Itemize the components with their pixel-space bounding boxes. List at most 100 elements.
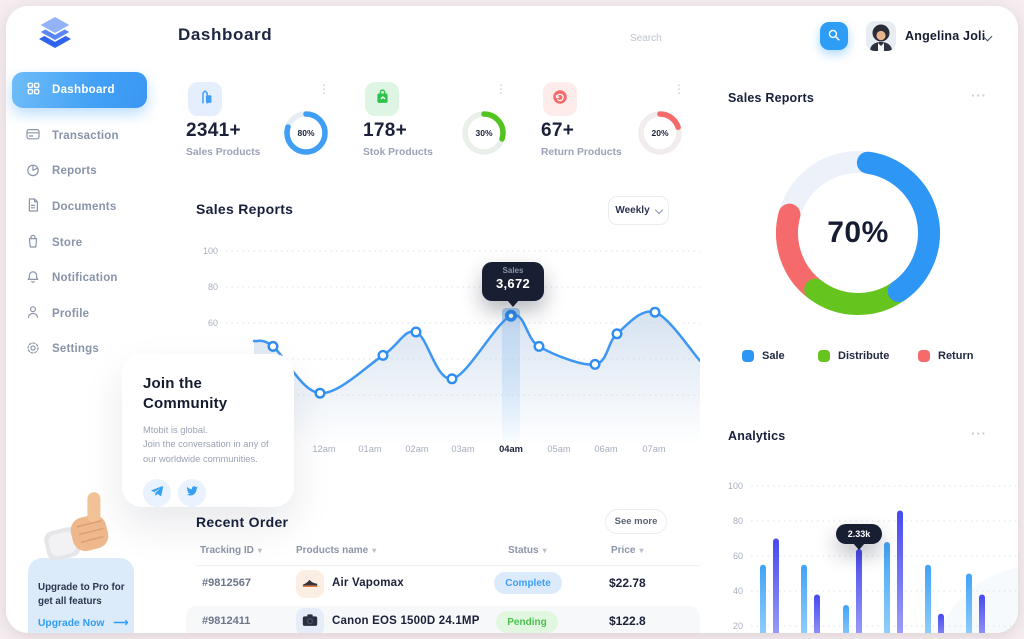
arrow-right-icon: ⟶ [113, 618, 129, 629]
svg-text:100: 100 [203, 246, 218, 256]
chevron-down-icon [654, 205, 663, 214]
user-avatar[interactable] [866, 21, 896, 51]
panel-menu[interactable]: ··· [971, 88, 987, 103]
svg-text:06am: 06am [594, 444, 618, 454]
sort-icon: ▾ [372, 546, 377, 555]
table-row-product[interactable]: Canon EOS 1500D 24.1MP [332, 615, 480, 627]
column-header-status[interactable]: Status ▾ [508, 545, 547, 556]
table-row-product[interactable]: Air Vapomax [332, 577, 404, 589]
sidebar-item-store[interactable]: Store [6, 225, 170, 261]
column-header-price[interactable]: Price ▾ [611, 545, 644, 556]
sidebar-item-label: Store [52, 236, 83, 249]
telegram-icon [150, 484, 164, 503]
camera-icon-tile [296, 608, 324, 633]
svg-text:07am: 07am [642, 444, 666, 454]
sort-icon: ▾ [639, 546, 644, 555]
sidebar-item-label: Documents [52, 200, 117, 213]
upgrade-text: Upgrade to Pro for get all featurs [38, 582, 125, 608]
stat-value: 178+ [363, 120, 407, 141]
stat-card-menu[interactable]: ⋮ [673, 82, 685, 96]
svg-text:01am: 01am [358, 444, 382, 454]
bag-arrow-up-icon [197, 88, 214, 110]
right-sales-reports-title: Sales Reports [728, 91, 814, 105]
stat-value: 2341+ [186, 120, 241, 141]
table-row-tracking-id[interactable]: #9812411 [202, 615, 251, 627]
stat-label: Stok Products [363, 147, 433, 158]
return-products-icon-tile [543, 82, 577, 116]
sidebar-item-label: Settings [52, 343, 99, 356]
analytics-bar-chart-svg[interactable]: 100 80 60 40 20 [725, 478, 1018, 633]
dashboard-grid-icon [26, 81, 41, 99]
bag-refresh-icon [374, 88, 391, 110]
telegram-button[interactable] [143, 479, 171, 508]
stat-card-menu[interactable]: ⋮ [318, 82, 330, 96]
app-logo [34, 14, 76, 58]
twitter-icon [185, 484, 199, 503]
donut-center-label: 70% [827, 216, 889, 249]
donut-legend: Sale Distribute Return [742, 350, 1012, 362]
stat-card-menu[interactable]: ⋮ [495, 82, 507, 96]
svg-text:100: 100 [728, 481, 743, 491]
column-header-products-name[interactable]: Products name ▾ [296, 545, 377, 556]
svg-text:60: 60 [733, 551, 743, 561]
page-title: Dashboard [178, 25, 273, 44]
sidebar-item-reports[interactable]: Reports [6, 154, 170, 190]
search-input[interactable] [628, 27, 762, 49]
sneaker-icon-tile [296, 570, 324, 598]
sidebar-item-profile[interactable]: Profile [6, 296, 170, 332]
legend-swatch [742, 350, 754, 362]
twitter-button[interactable] [178, 479, 206, 508]
table-divider [196, 565, 700, 566]
user-icon [25, 304, 41, 323]
search-button[interactable] [820, 22, 848, 50]
column-header-tracking-id[interactable]: Tracking ID ▾ [200, 545, 262, 556]
stat-label: Sales Products [186, 147, 261, 158]
stok-products-icon-tile [365, 82, 399, 116]
user-name[interactable]: Angelina Joli [905, 29, 986, 43]
analytics-title: Analytics [728, 429, 786, 443]
bell-icon [25, 269, 41, 288]
return-products-donut: 20% [638, 111, 682, 155]
dashboard-app: Dashboard Transaction Reports [6, 6, 1018, 633]
sidebar-item-dashboard[interactable]: Dashboard [12, 72, 147, 108]
document-icon [25, 197, 41, 216]
sales-products-donut: 80% [284, 111, 328, 155]
table-row-tracking-id[interactable]: #9812567 [202, 577, 251, 589]
sidebar-item-notification[interactable]: Notification [6, 260, 170, 296]
sneaker-icon [301, 573, 319, 596]
camera-icon [301, 611, 319, 634]
sales-reports-title: Sales Reports [196, 201, 294, 217]
svg-text:12am: 12am [312, 444, 336, 454]
status-badge-complete: Complete [494, 572, 562, 594]
sidebar-item-documents[interactable]: Documents [6, 189, 170, 225]
legend-swatch [818, 350, 830, 362]
panel-menu[interactable]: ··· [971, 426, 987, 441]
table-row-background [186, 606, 700, 633]
table-row-price: $122.8 [609, 614, 646, 628]
search-icon [827, 28, 841, 45]
legend-item-return: Return [918, 350, 973, 362]
sales-donut-chart-svg[interactable] [763, 138, 953, 328]
community-body: Mtobit is global. Join the conversation … [143, 425, 269, 464]
sort-icon: ▾ [257, 546, 262, 555]
return-arrow-icon [551, 88, 569, 111]
svg-text:60: 60 [208, 318, 218, 328]
legend-item-distribute: Distribute [818, 350, 918, 362]
svg-text:03am: 03am [451, 444, 475, 454]
status-badge-pending: Pending [496, 611, 558, 633]
sort-icon: ▾ [542, 546, 547, 555]
stok-products-donut: 30% [462, 111, 506, 155]
sidebar-nav: Dashboard Transaction Reports [6, 72, 170, 367]
recent-order-title: Recent Order [196, 514, 289, 530]
svg-text:02am: 02am [405, 444, 429, 454]
range-dropdown[interactable]: Weekly [608, 196, 669, 225]
stat-value: 67+ [541, 120, 575, 141]
legend-item-sale: Sale [742, 350, 818, 362]
sidebar-item-label: Reports [52, 165, 97, 178]
sidebar-item-settings[interactable]: Settings [6, 332, 170, 368]
community-card: Join the Community Mtobit is global. Joi… [122, 354, 294, 508]
sidebar-item-transaction[interactable]: Transaction [6, 118, 170, 154]
upgrade-now-link[interactable]: Upgrade Now ⟶ [38, 617, 129, 630]
see-more-button[interactable]: See more [605, 509, 667, 534]
thumbs-up-hand-image [33, 492, 129, 569]
